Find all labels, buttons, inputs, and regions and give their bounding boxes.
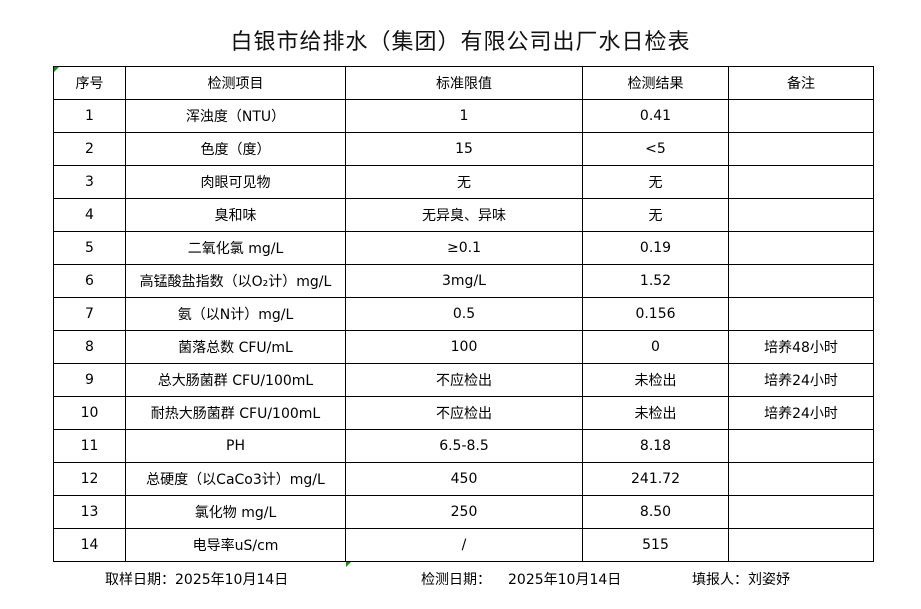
test-item-cell: 肉眼可见物 xyxy=(125,165,346,199)
table-row: 3 肉眼可见物无无 xyxy=(53,165,874,199)
cell-marker xyxy=(346,562,351,567)
test-date-label: 检测日期： xyxy=(421,572,491,588)
test-item-cell: 色度（度） xyxy=(125,132,346,166)
row-number-cell: 12 xyxy=(53,462,126,496)
test-result-cell: 0 xyxy=(582,330,729,364)
standard-limit-cell: 3mg/L xyxy=(345,264,583,298)
test-item-cell: 氨（以N计）mg/L xyxy=(125,297,346,331)
row-number-cell: 7 xyxy=(53,297,126,331)
test-item-cell: 二氧化氯 mg/L xyxy=(125,231,346,265)
test-result-cell: 未检出 xyxy=(582,363,729,397)
cell-marker xyxy=(54,67,59,72)
remark-cell xyxy=(728,99,874,133)
water-test-table: 序号 检测项目 标准限值 检测结果 备注 1 浑浊度（NTU） 1 0.41 2 色度（度） 15 <… xyxy=(53,66,874,562)
standard-limit-cell: 0.5 xyxy=(345,297,583,331)
remark-cell: 培养24小时 xyxy=(728,396,874,430)
row-number-cell: 10 xyxy=(53,396,126,430)
table-row: 8 菌落总数 CFU/mL 100 0 培养48小时 xyxy=(53,330,874,364)
test-result-cell: 515 xyxy=(582,528,729,562)
test-result-cell: 0.156 xyxy=(582,297,729,331)
standard-limit-cell: 6.5-8.5 xyxy=(345,429,583,463)
row-number-cell: 3 xyxy=(53,165,126,199)
table-row: 11 PH 6.5-8.5 8.18 xyxy=(53,429,874,463)
test-item-cell: 电导率uS/cm xyxy=(125,528,346,562)
table-header-row: 序号 检测项目 标准限值 检测结果 备注 xyxy=(53,66,874,100)
row-number-cell: 4 xyxy=(53,198,126,232)
test-item-cell: 总大肠菌群 CFU/100mL xyxy=(125,363,346,397)
reporter: 填报人：刘姿妤 xyxy=(692,572,790,588)
table-row: 13 氯化物 mg/L 250 8.50 xyxy=(53,495,874,529)
column-header: 标准限值 xyxy=(345,66,583,100)
remark-cell xyxy=(728,198,874,232)
sampling-date: 取样日期：2025年10月14日 xyxy=(105,572,289,588)
table-row: 9 总大肠菌群 CFU/100mL 不应检出 未检出 培养24小时 xyxy=(53,363,874,397)
row-number-cell: 8 xyxy=(53,330,126,364)
remark-cell xyxy=(728,132,874,166)
page-title: 白银市给排水（集团）有限公司出厂水日检表 xyxy=(230,30,691,55)
row-number-cell: 11 xyxy=(53,429,126,463)
table-row: 6 高锰酸盐指数（以O₂计）mg/L 3mg/L 1.52 xyxy=(53,264,874,298)
test-item-cell: 总硬度（以CaCo3计）mg/L xyxy=(125,462,346,496)
table-row: 7 氨（以N计）mg/L 0.5 0.156 xyxy=(53,297,874,331)
row-number-cell: 9 xyxy=(53,363,126,397)
table-row: 4 臭和味 无异臭、异味无 xyxy=(53,198,874,232)
test-result-cell: 0.41 xyxy=(582,99,729,133)
test-result-cell: 0.19 xyxy=(582,231,729,265)
remark-cell xyxy=(728,462,874,496)
column-header: 检测结果 xyxy=(582,66,729,100)
remark-cell xyxy=(728,297,874,331)
table-row: 10 耐热大肠菌群 CFU/100mL 不应检出 未检出 培养24小时 xyxy=(53,396,874,430)
test-item-cell: PH xyxy=(125,429,346,463)
test-item-cell: 耐热大肠菌群 CFU/100mL xyxy=(125,396,346,430)
test-item-cell: 臭和味 xyxy=(125,198,346,232)
test-item-cell: 氯化物 mg/L xyxy=(125,495,346,529)
row-number-cell: 2 xyxy=(53,132,126,166)
remark-cell xyxy=(728,231,874,265)
test-result-cell: 241.72 xyxy=(582,462,729,496)
test-item-cell: 高锰酸盐指数（以O₂计）mg/L xyxy=(125,264,346,298)
row-number-cell: 6 xyxy=(53,264,126,298)
remark-cell xyxy=(728,165,874,199)
standard-limit-cell: 15 xyxy=(345,132,583,166)
standard-limit-cell: 无异臭、异味 xyxy=(345,198,583,232)
test-result-cell: 未检出 xyxy=(582,396,729,430)
test-result-cell: 8.18 xyxy=(582,429,729,463)
test-result-cell: <5 xyxy=(582,132,729,166)
column-header: 序号 xyxy=(53,66,126,100)
standard-limit-cell: 1 xyxy=(345,99,583,133)
row-number-cell: 13 xyxy=(53,495,126,529)
test-result-cell: 无 xyxy=(582,198,729,232)
remark-cell xyxy=(728,528,874,562)
column-header: 检测项目 xyxy=(125,66,346,100)
test-result-cell: 8.50 xyxy=(582,495,729,529)
standard-limit-cell: 不应检出 xyxy=(345,396,583,430)
table-row: 12 总硬度（以CaCo3计）mg/L 450 241.72 xyxy=(53,462,874,496)
standard-limit-cell: 不应检出 xyxy=(345,363,583,397)
table-row: 5 二氧化氯 mg/L ≥0.1 0.19 xyxy=(53,231,874,265)
standard-limit-cell: 450 xyxy=(345,462,583,496)
remark-cell xyxy=(728,495,874,529)
table-row: 2 色度（度） 15 <5 xyxy=(53,132,874,166)
column-header: 备注 xyxy=(728,66,874,100)
remark-cell: 培养24小时 xyxy=(728,363,874,397)
standard-limit-cell: 无 xyxy=(345,165,583,199)
test-date: 2025年10月14日 xyxy=(508,572,622,588)
remark-cell xyxy=(728,429,874,463)
standard-limit-cell: / xyxy=(345,528,583,562)
table-row: 14 电导率uS/cm/515 xyxy=(53,528,874,562)
standard-limit-cell: 250 xyxy=(345,495,583,529)
row-number-cell: 5 xyxy=(53,231,126,265)
test-item-cell: 菌落总数 CFU/mL xyxy=(125,330,346,364)
standard-limit-cell: ≥0.1 xyxy=(345,231,583,265)
standard-limit-cell: 100 xyxy=(345,330,583,364)
test-result-cell: 1.52 xyxy=(582,264,729,298)
row-number-cell: 1 xyxy=(53,99,126,133)
table-row: 1 浑浊度（NTU） 1 0.41 xyxy=(53,99,874,133)
remark-cell xyxy=(728,264,874,298)
row-number-cell: 14 xyxy=(53,528,126,562)
test-item-cell: 浑浊度（NTU） xyxy=(125,99,346,133)
test-result-cell: 无 xyxy=(582,165,729,199)
remark-cell: 培养48小时 xyxy=(728,330,874,364)
